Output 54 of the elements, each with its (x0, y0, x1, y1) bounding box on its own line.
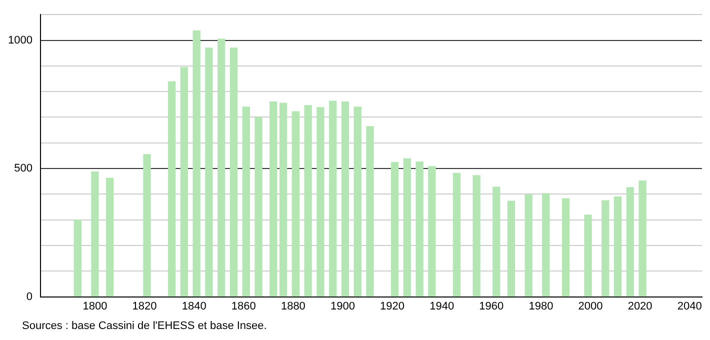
x-tick-label: 1820 (132, 300, 157, 312)
x-tick-label: 1920 (380, 300, 405, 312)
x-tick-label: 1800 (82, 300, 108, 312)
bar (218, 38, 226, 297)
x-tick-label: 1840 (182, 300, 206, 312)
bar (428, 166, 436, 297)
x-tick-label: 1880 (280, 300, 306, 312)
y-tick-label: 1000 (8, 34, 32, 46)
bar (279, 102, 288, 297)
bar (180, 67, 188, 297)
x-tick-label: 1860 (231, 300, 256, 312)
bar (270, 101, 278, 297)
x-tick-label: 2040 (677, 300, 702, 312)
bar (230, 48, 238, 297)
bar (452, 172, 461, 297)
bar (254, 116, 262, 297)
bar (242, 106, 250, 297)
y-tick-label: 500 (14, 162, 32, 175)
bar (390, 162, 399, 297)
bar (524, 194, 532, 297)
bar (472, 175, 480, 297)
bar (143, 154, 151, 297)
bar (542, 193, 550, 297)
bar (205, 48, 213, 297)
bar (507, 200, 516, 297)
bar (403, 158, 411, 297)
x-tick-label: 1980 (528, 300, 554, 312)
bar (354, 106, 362, 297)
bar (168, 81, 176, 297)
bar (638, 180, 646, 297)
x-tick-label: 1960 (479, 300, 504, 312)
bar (562, 198, 570, 297)
bar (192, 30, 200, 297)
source-note: Sources : base Cassini de l'EHESS et base Insee. (22, 320, 267, 332)
bar (492, 186, 500, 297)
bar (316, 107, 324, 297)
bar (304, 105, 312, 297)
y-tick-label: 0 (26, 290, 32, 303)
bar (74, 220, 82, 297)
bar (292, 111, 300, 297)
x-tick-label: 2000 (578, 300, 603, 312)
x-tick-label: 1900 (330, 300, 355, 312)
bar (416, 162, 424, 297)
bar (341, 101, 350, 297)
x-tick-label: 2020 (628, 300, 652, 312)
bar (329, 100, 337, 297)
bar (626, 187, 634, 297)
bar (91, 172, 99, 297)
bar (366, 126, 374, 297)
bar (614, 196, 622, 297)
bar (584, 214, 592, 297)
x-tick-label: 1940 (430, 300, 454, 312)
bar (106, 178, 114, 297)
bar (602, 200, 610, 297)
